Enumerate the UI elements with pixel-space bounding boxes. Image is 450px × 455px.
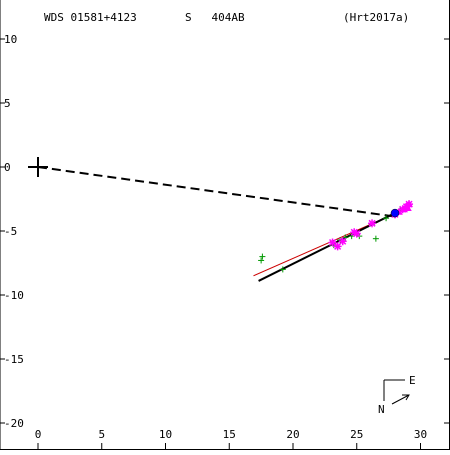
observation-plus-marker: [383, 215, 390, 222]
y-tick-label: -10: [4, 289, 24, 302]
y-tick-label: -5: [4, 225, 17, 238]
orbit-reference: (Hrt2017a): [343, 11, 409, 24]
observation-asterisk-marker: [352, 229, 361, 238]
observation-asterisk-marker: [328, 238, 337, 247]
compass-east-label: E: [409, 374, 416, 387]
observation-plus-marker: [258, 257, 265, 264]
asterisk-d2: [368, 219, 376, 227]
observation-plus-marker: [259, 253, 266, 260]
observation-plus-marker: [372, 235, 379, 242]
observation-triangle-marker: [403, 203, 412, 211]
observation-plus-marker: [279, 266, 286, 273]
y-tick-label: 0: [4, 161, 11, 174]
y-tick-label: 10: [4, 33, 17, 46]
x-tick-label: 20: [286, 428, 299, 441]
discoverer-code: S 404AB: [185, 11, 245, 24]
observation-asterisk-marker: [368, 219, 377, 228]
x-tick-label: 15: [223, 428, 236, 441]
asterisk-d2: [334, 242, 342, 250]
companion-position-dot: [390, 208, 400, 218]
observation-asterisk-marker: [333, 242, 342, 251]
compass-north-label: N: [378, 403, 385, 416]
x-tick-label: 0: [35, 428, 42, 441]
x-tick-label: 10: [159, 428, 172, 441]
x-tick-label: 25: [350, 428, 363, 441]
point-group: [258, 200, 414, 273]
asterisk-d2: [339, 237, 347, 245]
observation-asterisk-marker: [338, 237, 347, 246]
asterisk-d2: [353, 230, 361, 238]
y-tick-label: -20: [4, 417, 24, 430]
tick-group: -20 -15 -10 -5 0 5 10 0 5 10 15 20 25 30: [0, 33, 450, 450]
y-tick-label: -15: [4, 353, 24, 366]
y-tick-label: 5: [4, 97, 11, 110]
compass: E N: [378, 374, 416, 416]
observation-triangle-marker: [405, 200, 414, 208]
motion-arrow: [391, 394, 410, 405]
x-tick-label: 30: [414, 428, 427, 441]
x-tick-label: 5: [98, 428, 105, 441]
wds-identifier: WDS 01581+4123: [44, 11, 137, 24]
primary-companion-connector: [37, 166, 398, 218]
asterisk-d2: [328, 238, 337, 247]
motion-arrow-head: [402, 394, 410, 401]
